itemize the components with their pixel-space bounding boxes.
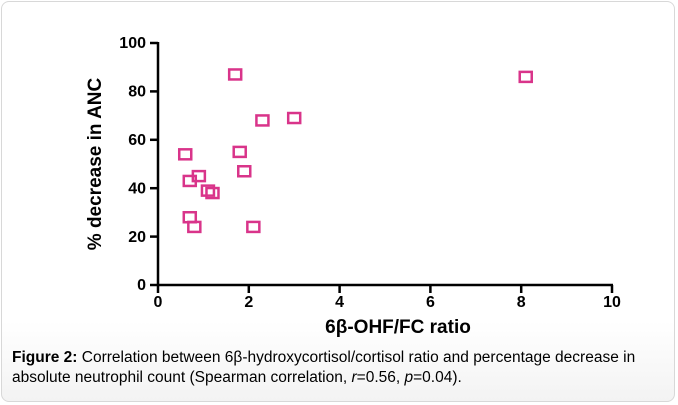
caption-p: p xyxy=(404,369,414,386)
caption-r: r xyxy=(351,369,357,386)
point xyxy=(286,111,302,125)
x-tick-label: 10 xyxy=(603,294,621,311)
point xyxy=(246,220,261,234)
point xyxy=(227,68,243,81)
y-tick-label: 60 xyxy=(128,132,146,149)
caption-text: =0.56, xyxy=(356,369,405,386)
y-axis-label: % decrease in ANC xyxy=(85,77,106,250)
point xyxy=(518,70,533,84)
point xyxy=(232,145,247,159)
point xyxy=(237,165,252,178)
y-tick-label: 20 xyxy=(128,229,146,246)
point xyxy=(255,114,270,127)
x-axis-label: 6β-OHF/FC ratio xyxy=(325,317,471,338)
point xyxy=(182,174,198,188)
x-tick-label: 2 xyxy=(244,294,253,311)
point xyxy=(200,184,216,197)
x-tick-label: 0 xyxy=(154,294,163,311)
point xyxy=(205,186,220,200)
x-tick-label: 6 xyxy=(426,294,435,311)
y-tick-label: 0 xyxy=(137,277,146,294)
caption-text: =0.04). xyxy=(413,369,462,386)
y-tick-label: 80 xyxy=(128,84,146,101)
x-tick-label: 4 xyxy=(335,294,344,311)
y-tick-label: 40 xyxy=(128,180,146,197)
caption-label: Figure 2: xyxy=(12,349,78,366)
caption-text: Correlation between 6β-hydroxycortisol/c… xyxy=(12,349,636,386)
x-tick-label: 8 xyxy=(517,294,526,311)
point xyxy=(187,220,202,234)
caption: Figure 2: Correlation between 6β-hydroxy… xyxy=(12,348,672,388)
point xyxy=(177,148,193,161)
y-tick-label: 100 xyxy=(119,35,146,52)
